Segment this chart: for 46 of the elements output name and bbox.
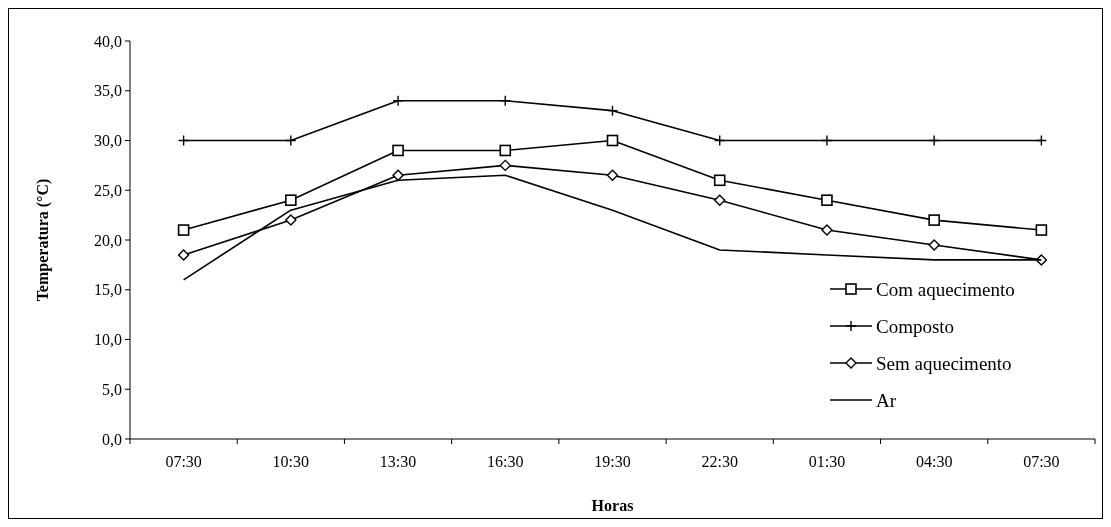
legend-label: Sem aquecimento [876,352,1012,374]
y-tick-label: 10,0 [94,331,122,349]
y-tick-label: 20,0 [94,231,122,249]
point [177,249,190,261]
point [285,134,297,147]
x-tick-label: 22:30 [701,453,738,470]
point [606,134,619,147]
legend-label: Composto [876,315,955,337]
point [499,95,511,107]
x-tick-label: 10:30 [272,453,310,470]
x-tick-label: 19:30 [594,453,631,470]
point [392,169,404,182]
y-tick-label: 0,0 [102,430,122,448]
y-tick-label: 35,0 [94,82,122,100]
point [714,134,726,147]
point [714,194,726,206]
point [1035,134,1048,147]
x-tick-label: 13:30 [379,453,417,470]
point [499,144,512,157]
point [392,144,404,157]
point [392,95,404,107]
x-tick-label: 04:30 [915,453,953,470]
point [928,134,940,147]
point [821,134,833,147]
y-tick-label: 5,0 [102,380,122,398]
y-axis-title: Temperatura (°C) [34,178,52,302]
point [821,194,833,206]
x-tick-label: 01:30 [808,453,846,470]
point [1035,224,1048,236]
x-tick-label: 16:30 [487,453,524,470]
point [606,169,619,182]
y-tick-label: 40,0 [94,32,122,50]
x-axis-title: Horas [591,497,634,514]
point [177,134,190,147]
y-tick-label: 25,0 [94,181,122,199]
point [713,174,726,187]
legend-label: Com aquecimento [876,278,1015,300]
y-tick-label: 30,0 [94,132,122,150]
legend-label: Ar [876,389,897,411]
point [285,194,297,206]
point [606,104,619,117]
point [928,214,940,226]
x-tick-label: 07:30 [1023,453,1060,470]
point [177,224,190,236]
x-tick-label: 07:30 [165,453,202,470]
y-tick-label: 15,0 [94,281,122,299]
